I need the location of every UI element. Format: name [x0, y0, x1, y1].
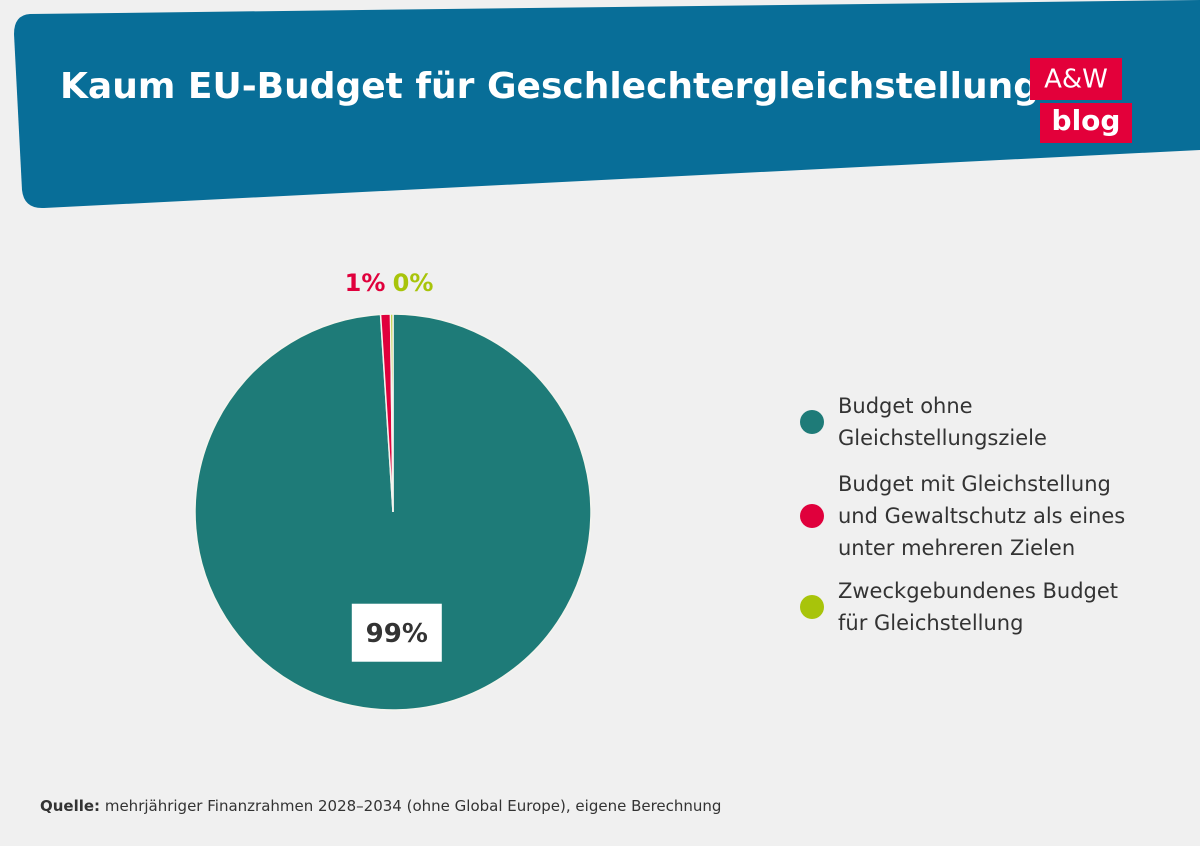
- label-box: [351, 603, 442, 662]
- legend-item: Budget mit Gleichstellung und Gewaltschu…: [800, 468, 1160, 564]
- logo-text: blog: [1052, 104, 1121, 137]
- value-label: 99%: [366, 619, 428, 649]
- legend-label: Zweckgebundenes Budget für Gleichstellun…: [838, 579, 1119, 635]
- legend-marker: [800, 410, 824, 434]
- legend-label: Budget mit Gleichstellung und Gewaltschu…: [838, 472, 1126, 560]
- source-label: Quelle:: [40, 797, 101, 815]
- value-label: 1%: [345, 269, 386, 297]
- legend-item: Zweckgebundenes Budget für Gleichstellun…: [800, 575, 1160, 639]
- value-label: 0%: [393, 269, 434, 297]
- source-text: mehrjähriger Finanzrahmen 2028–2034 (ohn…: [104, 797, 722, 815]
- legend-marker: [800, 504, 824, 528]
- logo-text: A&W: [1044, 65, 1108, 95]
- legend-item: Budget ohne Gleichstellungsziele: [800, 390, 1160, 454]
- logo-box: [1040, 103, 1132, 143]
- header-band: [14, 0, 1200, 209]
- chart-title: Kaum EU-Budget für Geschlechtergleichste…: [60, 66, 1039, 107]
- source: Quelle: mehrjähriger Finanzrahmen 2028–2…: [40, 797, 721, 815]
- pie-slice: [389, 313, 394, 513]
- legend-label: Budget ohne Gleichstellungsziele: [838, 394, 1047, 450]
- logo-box: [1030, 58, 1122, 100]
- legend-marker: [800, 595, 824, 619]
